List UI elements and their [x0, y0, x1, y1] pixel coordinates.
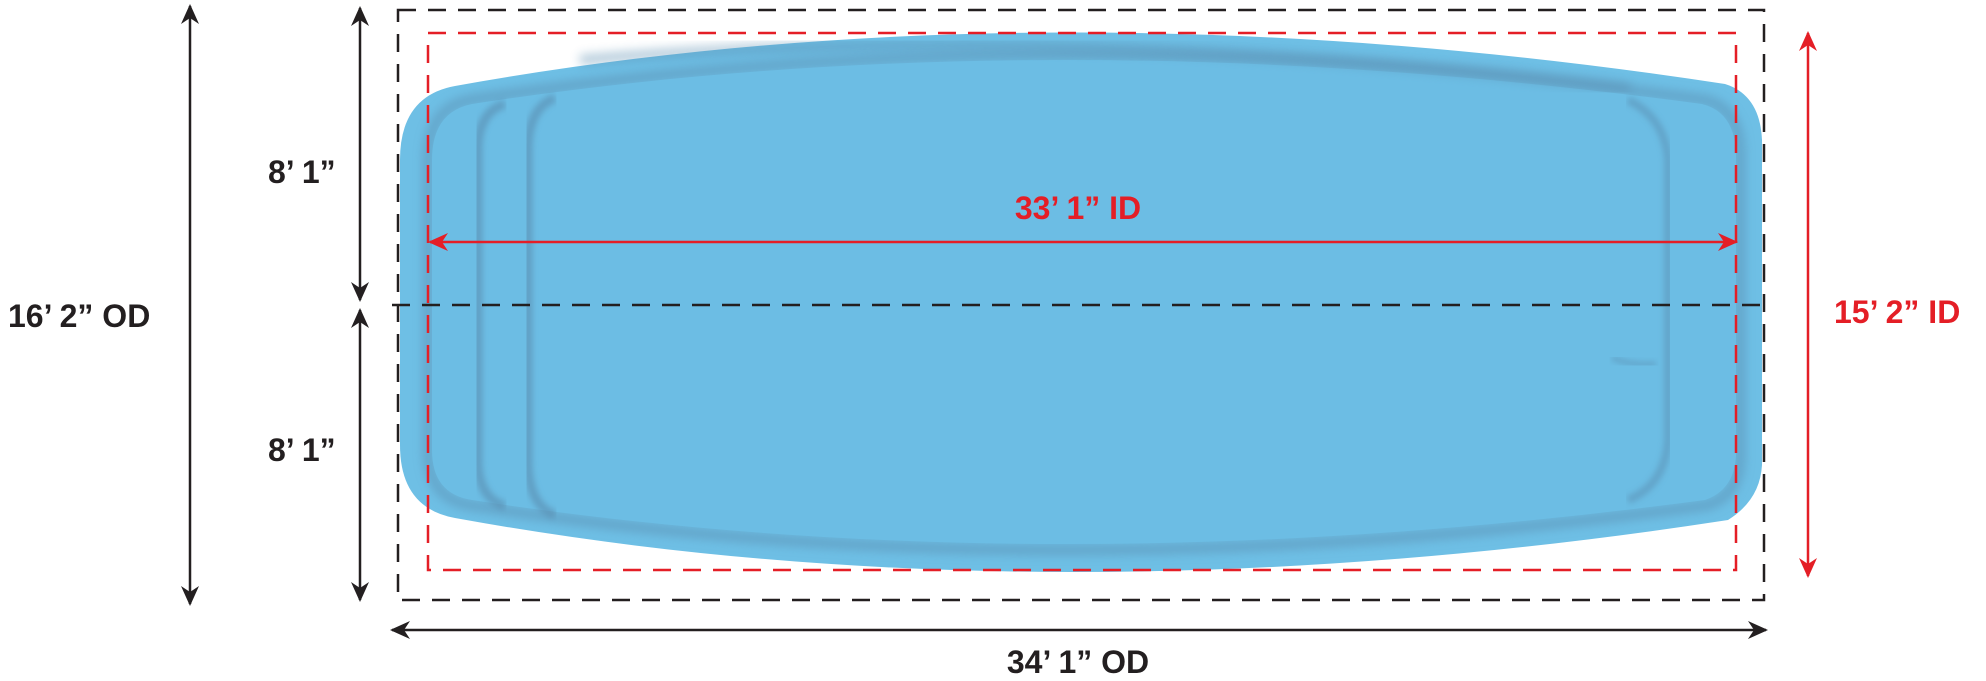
- overall-length-label: 34’ 1” OD: [1007, 644, 1149, 680]
- pool-top-wall: [579, 40, 1631, 93]
- pool-far-wall: [1626, 96, 1672, 504]
- od-dashed-outline: [392, 8, 1766, 602]
- inner-length-label: 33’ 1” ID: [1015, 190, 1141, 226]
- overall-height-label: 16’ 2” OD: [8, 298, 150, 334]
- top-half-label: 8’ 1”: [268, 154, 336, 190]
- id-dashed-outline: [426, 31, 1738, 572]
- pool-inner-shadow: [423, 50, 1745, 555]
- pool-step-1: [473, 99, 507, 511]
- pool-water: [432, 60, 1736, 544]
- bottom-half-label: 8’ 1”: [268, 432, 336, 468]
- pool-bench-notch: [1611, 355, 1657, 367]
- pool-shell: [400, 32, 1762, 573]
- inner-width-label: 15’ 2” ID: [1834, 294, 1960, 330]
